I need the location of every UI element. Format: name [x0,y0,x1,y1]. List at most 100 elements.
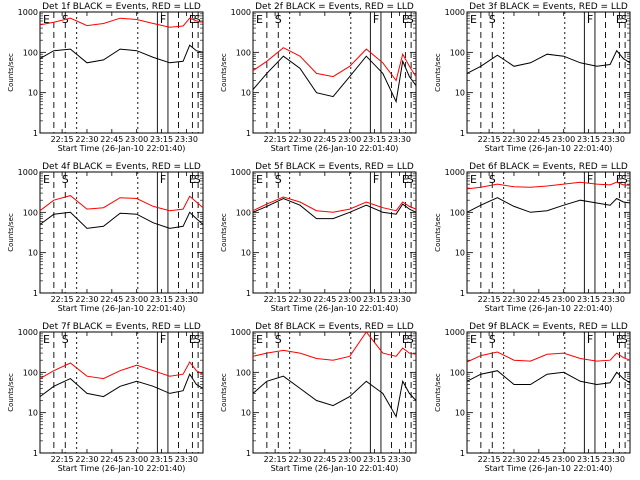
series-line-lld [466,181,631,190]
x-tick-label: 23:15 [363,455,386,464]
x-tick-label: 23:30 [388,455,411,464]
x-tick-label: 22:45 [527,295,550,304]
x-axis-label: Start Time (26-Jan-10 22:01:40) [271,304,399,313]
series-line-lld [39,17,204,28]
marker-label: E [189,333,196,346]
marker-label: F [587,173,593,186]
chart-title: Det 5f BLACK = Events, RED = LLD [255,162,414,172]
y-axis-label: Counts/sec [7,373,15,412]
chart-title: Det 6f BLACK = Events, RED = LLD [469,162,628,172]
chart-panel-6: Det 6f BLACK = Events, RED = LLD Counts/s… [434,162,631,313]
marker-label: E [43,333,50,346]
chart-panel-7: Det 7f BLACK = Events, RED = LLD Counts/s… [7,322,204,473]
x-tick-label: 22:45 [100,295,123,304]
chart-title: Det 8f BLACK = Events, RED = LLD [255,322,414,332]
y-tick-label: 1 [33,129,38,138]
chart-title: Det 4f BLACK = Events, RED = LLD [42,162,201,172]
x-axis-label: Start Time (26-Jan-10 22:01:40) [58,304,186,313]
x-tick-label: 23:15 [363,135,386,144]
x-tick-label: 23:00 [125,295,148,304]
series-line-events [39,44,204,64]
y-tick-label: 1000 [445,328,465,337]
y-tick-label: 1000 [445,168,465,177]
x-tick-label: 23:30 [175,295,198,304]
plot-frame [252,331,417,454]
chart-title: Det 7f BLACK = Events, RED = LLD [42,322,201,332]
marker-label: F [160,13,166,26]
marker-label: S [407,173,414,186]
y-tick-label: 100 [450,208,465,217]
x-axis-label: Start Time (26-Jan-10 22:01:40) [485,144,613,153]
x-tick-label: 23:15 [577,295,600,304]
x-tick-label: 22:15 [51,135,74,144]
marker-label: F [373,13,379,26]
x-tick-label: 23:15 [577,135,600,144]
marker-label: E [43,13,50,26]
y-tick-label: 100 [23,368,38,377]
plot-frame [39,11,204,134]
series-line-events [252,197,417,220]
marker-label: E [470,13,477,26]
marker-label: F [373,333,379,346]
x-tick-label: 23:15 [577,455,600,464]
x-tick-label: 23:15 [150,135,173,144]
marker-label: E [470,333,477,346]
y-tick-label: 10 [28,89,38,98]
y-axis-label: Counts/sec [434,213,442,252]
x-tick-label: 23:15 [363,295,386,304]
x-tick-label: 23:00 [552,295,575,304]
x-tick-label: 22:15 [51,295,74,304]
x-tick-label: 22:45 [100,135,123,144]
y-tick-label: 1 [460,129,465,138]
y-tick-label: 10 [455,409,465,418]
x-tick-label: 22:45 [313,455,336,464]
marker-label: F [587,333,593,346]
y-tick-label: 1000 [231,8,251,17]
y-tick-label: 1000 [18,168,38,177]
chart-title: Det 3f BLACK = Events, RED = LLD [469,2,628,12]
x-tick-label: 23:30 [602,455,625,464]
marker-label: S [489,13,496,26]
y-tick-label: 1 [246,449,251,458]
x-tick-label: 23:00 [552,135,575,144]
chart-panel-3: Det 3f BLACK = Events, RED = LLD Counts/s… [434,2,631,153]
marker-label: F [160,333,166,346]
plot-frame [39,331,204,454]
y-tick-label: 1 [246,289,251,298]
marker-label: S [621,13,628,26]
marker-label: E [616,173,623,186]
y-tick-label: 10 [241,89,251,98]
marker-label: S [275,333,282,346]
x-tick-label: 22:15 [264,295,287,304]
series-line-events [252,55,417,104]
y-tick-label: 100 [450,48,465,57]
y-tick-label: 1 [33,289,38,298]
marker-label: S [275,173,282,186]
y-tick-label: 100 [236,208,251,217]
chart-title: Det 2f BLACK = Events, RED = LLD [255,2,414,12]
x-tick-label: 23:00 [338,135,361,144]
series-line-lld [252,196,417,213]
x-axis-label: Start Time (26-Jan-10 22:01:40) [271,464,399,473]
x-tick-label: 22:30 [75,295,98,304]
plot-frame [466,171,631,294]
y-tick-label: 100 [236,48,251,57]
plot-frame [466,331,631,454]
x-tick-label: 22:45 [527,455,550,464]
y-tick-label: 100 [236,368,251,377]
x-axis-label: Start Time (26-Jan-10 22:01:40) [485,304,613,313]
chart-panel-1: Det 1f BLACK = Events, RED = LLD Counts/s… [7,2,204,153]
y-axis-label: Counts/sec [7,53,15,92]
x-tick-label: 23:30 [602,295,625,304]
x-tick-label: 22:30 [502,295,525,304]
y-tick-label: 10 [28,409,38,418]
chart-panel-9: Det 9f BLACK = Events, RED = LLD Counts/s… [434,322,631,473]
series-line-lld [252,47,417,82]
marker-label: S [62,173,69,186]
x-tick-label: 23:00 [552,455,575,464]
x-tick-label: 22:30 [75,135,98,144]
marker-label: S [407,333,414,346]
marker-label: F [373,173,379,186]
x-tick-label: 23:15 [150,295,173,304]
x-tick-label: 23:00 [338,455,361,464]
